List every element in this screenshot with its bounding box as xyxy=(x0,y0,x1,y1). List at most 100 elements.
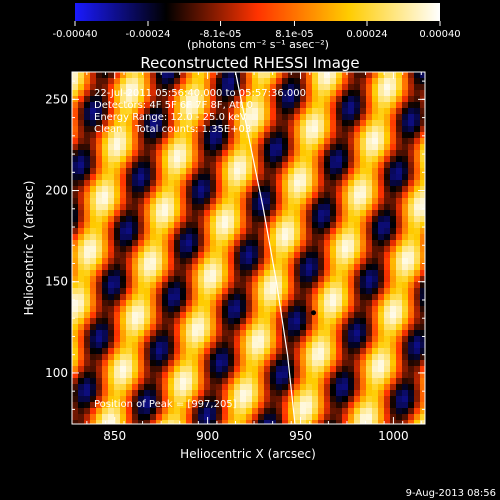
heatmap-cell xyxy=(180,378,187,385)
heatmap-cell xyxy=(156,216,163,223)
heatmap-cell xyxy=(198,366,205,373)
heatmap-cell xyxy=(366,132,373,139)
heatmap-cell xyxy=(414,216,421,223)
heatmap-cell xyxy=(216,120,223,127)
heatmap-cell xyxy=(162,312,169,319)
heatmap-cell xyxy=(306,168,313,175)
heatmap-cell xyxy=(78,108,85,115)
heatmap-cell xyxy=(78,396,85,403)
heatmap-cell xyxy=(84,186,91,193)
heatmap-cell xyxy=(372,270,379,277)
heatmap-cell xyxy=(126,336,133,343)
heatmap-cell xyxy=(234,282,241,289)
heatmap-cell xyxy=(204,300,211,307)
heatmap-cell xyxy=(324,366,331,373)
heatmap-cell xyxy=(108,246,115,253)
heatmap-cell xyxy=(288,294,295,301)
heatmap-cell xyxy=(390,102,397,109)
heatmap-cell xyxy=(216,168,223,175)
heatmap-cell xyxy=(162,216,169,223)
heatmap-cell xyxy=(264,246,271,253)
heatmap-cell xyxy=(330,150,337,157)
heatmap-cell xyxy=(342,330,349,337)
heatmap-cell xyxy=(174,420,181,424)
heatmap-cell xyxy=(162,240,169,247)
heatmap-cell xyxy=(216,252,223,259)
heatmap-cell xyxy=(402,240,409,247)
heatmap-cell xyxy=(324,138,331,145)
heatmap-cell xyxy=(144,288,151,295)
heatmap-cell xyxy=(270,150,277,157)
heatmap-cell xyxy=(312,120,319,127)
heatmap-cell xyxy=(204,342,211,349)
heatmap-cell xyxy=(228,396,235,403)
heatmap-cell xyxy=(84,252,91,259)
heatmap-cell xyxy=(324,324,331,331)
heatmap-cell xyxy=(390,276,397,283)
heatmap-cell xyxy=(270,342,277,349)
heatmap-cell xyxy=(168,168,175,175)
heatmap-cell xyxy=(390,390,397,397)
heatmap-cell xyxy=(90,90,97,97)
heatmap-cell xyxy=(150,78,157,85)
heatmap-cell xyxy=(396,276,403,283)
heatmap-cell xyxy=(300,96,307,103)
heatmap-cell xyxy=(120,384,127,391)
heatmap-cell xyxy=(336,330,343,337)
heatmap-cell xyxy=(180,132,187,139)
heatmap-cell xyxy=(162,234,169,241)
heatmap-cell xyxy=(306,252,313,259)
heatmap-cell xyxy=(240,186,247,193)
heatmap-cell xyxy=(264,90,271,97)
heatmap-cell xyxy=(180,252,187,259)
heatmap-cell xyxy=(186,288,193,295)
heatmap-cell xyxy=(174,72,181,79)
heatmap-cell xyxy=(126,180,133,187)
heatmap-cell xyxy=(282,390,289,397)
heatmap-cell xyxy=(174,108,181,115)
heatmap-cell xyxy=(150,360,157,367)
heatmap-cell xyxy=(138,216,145,223)
heatmap-cell xyxy=(390,234,397,241)
heatmap-cell xyxy=(234,270,241,277)
heatmap-cell xyxy=(72,210,79,217)
heatmap-cell xyxy=(162,300,169,307)
heatmap-cell xyxy=(156,90,163,97)
heatmap-cell xyxy=(396,402,403,409)
heatmap-cell xyxy=(204,408,211,415)
heatmap-cell xyxy=(120,234,127,241)
heatmap-cell xyxy=(402,150,409,157)
heatmap-cell xyxy=(264,216,271,223)
heatmap-cell xyxy=(114,318,121,325)
heatmap-cell xyxy=(318,162,325,169)
heatmap-cell xyxy=(132,378,139,385)
heatmap-cell xyxy=(282,108,289,115)
heatmap-cell xyxy=(84,156,91,163)
heatmap-cell xyxy=(144,312,151,319)
heatmap-cell xyxy=(360,156,367,163)
heatmap-cell xyxy=(324,210,331,217)
heatmap-cell xyxy=(396,264,403,271)
heatmap-cell xyxy=(390,288,397,295)
heatmap-cell xyxy=(174,246,181,253)
heatmap-cell xyxy=(216,294,223,301)
heatmap-cell xyxy=(204,336,211,343)
heatmap-cell xyxy=(90,246,97,253)
heatmap-cell xyxy=(372,210,379,217)
heatmap-cell xyxy=(366,114,373,121)
heatmap-cell xyxy=(156,390,163,397)
heatmap-cell xyxy=(138,252,145,259)
heatmap-cell xyxy=(174,222,181,229)
heatmap-cell xyxy=(282,372,289,379)
heatmap-cell xyxy=(72,156,79,163)
heatmap-cell xyxy=(186,162,193,169)
heatmap-cell xyxy=(252,306,259,313)
heatmap-cell xyxy=(126,348,133,355)
heatmap-cell xyxy=(168,318,175,325)
heatmap-cell xyxy=(306,288,313,295)
heatmap-cell xyxy=(378,102,385,109)
heatmap-cell xyxy=(126,372,133,379)
heatmap-cell xyxy=(228,240,235,247)
heatmap-cell xyxy=(216,282,223,289)
colorbar-tick-label: -8.1e-05 xyxy=(200,29,242,40)
